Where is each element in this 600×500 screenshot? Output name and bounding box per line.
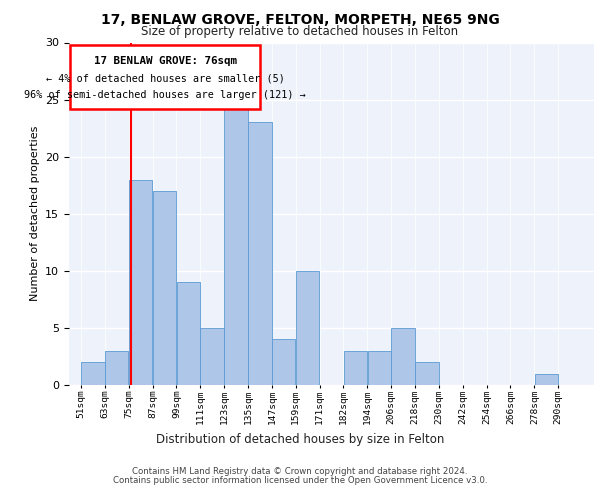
Bar [535, 374, 558, 385]
Bar [344, 351, 367, 385]
Bar [176, 282, 200, 385]
Bar [368, 351, 391, 385]
Y-axis label: Number of detached properties: Number of detached properties [29, 126, 40, 302]
Bar [81, 362, 104, 385]
Bar [200, 328, 224, 385]
Text: 96% of semi-detached houses are larger (121) →: 96% of semi-detached houses are larger (… [24, 90, 306, 101]
Text: Distribution of detached houses by size in Felton: Distribution of detached houses by size … [156, 433, 444, 446]
Bar [296, 271, 319, 385]
Bar [272, 340, 295, 385]
Bar [248, 122, 272, 385]
Text: ← 4% of detached houses are smaller (5): ← 4% of detached houses are smaller (5) [46, 74, 284, 84]
Text: 17 BENLAW GROVE: 76sqm: 17 BENLAW GROVE: 76sqm [94, 56, 236, 66]
Text: Contains HM Land Registry data © Crown copyright and database right 2024.: Contains HM Land Registry data © Crown c… [132, 467, 468, 476]
Bar [153, 191, 176, 385]
Text: Size of property relative to detached houses in Felton: Size of property relative to detached ho… [142, 25, 458, 38]
Text: 17, BENLAW GROVE, FELTON, MORPETH, NE65 9NG: 17, BENLAW GROVE, FELTON, MORPETH, NE65 … [101, 12, 499, 26]
Bar [105, 351, 128, 385]
Text: Contains public sector information licensed under the Open Government Licence v3: Contains public sector information licen… [113, 476, 487, 485]
Bar [224, 100, 248, 385]
FancyBboxPatch shape [70, 45, 260, 108]
Bar [391, 328, 415, 385]
Bar [129, 180, 152, 385]
Bar [415, 362, 439, 385]
